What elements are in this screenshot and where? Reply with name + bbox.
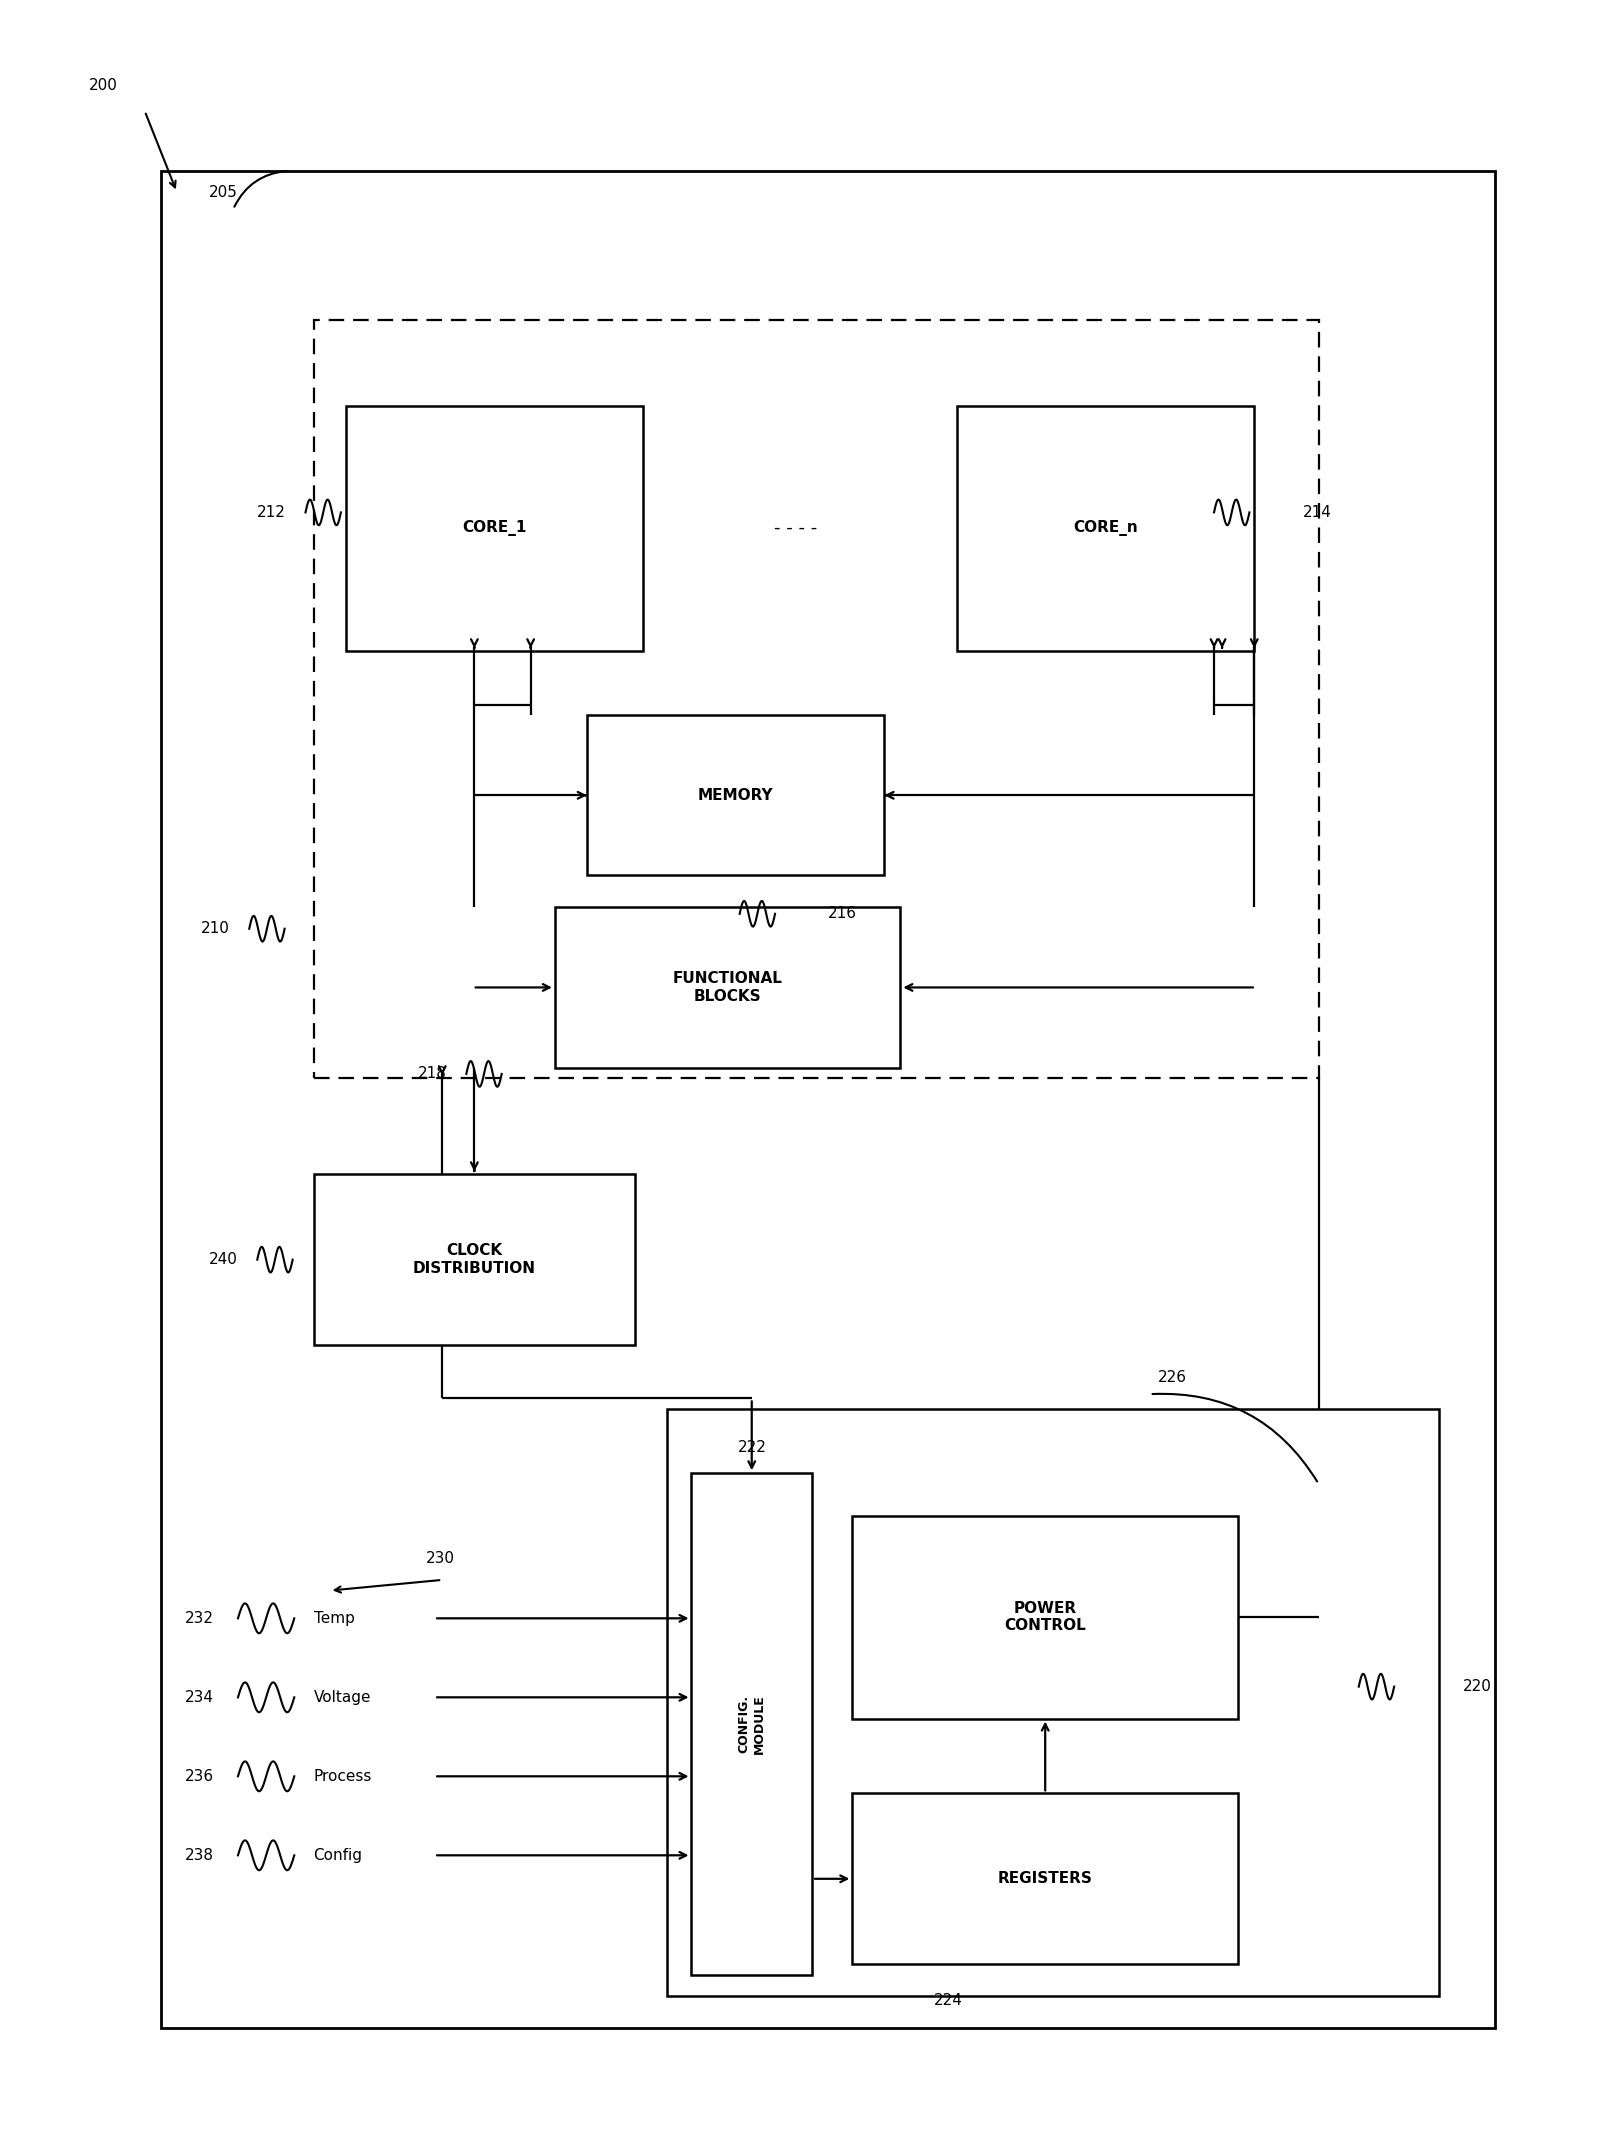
Text: Config: Config <box>313 1847 362 1864</box>
Text: - - - -: - - - - <box>775 519 816 538</box>
Bar <box>570 929 916 1089</box>
Bar <box>852 1516 1237 1719</box>
Text: 222: 222 <box>738 1439 767 1456</box>
Text: 220: 220 <box>1462 1678 1491 1695</box>
Text: 224: 224 <box>934 1992 963 2009</box>
Bar <box>313 1174 635 1345</box>
Text: REGISTERS: REGISTERS <box>996 1870 1093 1887</box>
Text: POWER
CONTROL: POWER CONTROL <box>1004 1601 1085 1633</box>
Text: 210: 210 <box>201 920 230 937</box>
Bar <box>554 907 900 1068</box>
Text: 226: 226 <box>1157 1369 1186 1386</box>
Bar <box>161 171 1495 2028</box>
Text: FUNCTIONAL
BLOCKS: FUNCTIONAL BLOCKS <box>672 971 783 1003</box>
Bar <box>587 715 884 875</box>
Text: CORE_1: CORE_1 <box>461 521 527 536</box>
Text: Temp: Temp <box>313 1610 354 1627</box>
Text: 214: 214 <box>1302 504 1331 521</box>
Text: CORE_n: CORE_n <box>1072 521 1138 536</box>
Text: 205: 205 <box>209 184 238 201</box>
Text: Process: Process <box>313 1768 371 1785</box>
Text: 236: 236 <box>185 1768 214 1785</box>
Text: 218: 218 <box>418 1065 447 1082</box>
Text: 232: 232 <box>185 1610 214 1627</box>
Text: CLOCK
DISTRIBUTION: CLOCK DISTRIBUTION <box>413 1243 535 1277</box>
Bar <box>313 320 1318 1078</box>
Text: 240: 240 <box>209 1251 238 1268</box>
Text: 212: 212 <box>257 504 286 521</box>
Bar <box>956 406 1253 651</box>
Text: 230: 230 <box>426 1550 455 1567</box>
Bar <box>852 1793 1237 1964</box>
Bar <box>346 406 643 651</box>
Text: MEMORY: MEMORY <box>697 788 773 803</box>
Text: 234: 234 <box>185 1689 214 1706</box>
Text: Voltage: Voltage <box>313 1689 371 1706</box>
Text: 200: 200 <box>88 77 117 94</box>
Bar <box>667 1409 1438 1996</box>
Text: 216: 216 <box>828 905 857 922</box>
Text: CONFIG.
MODULE: CONFIG. MODULE <box>738 1695 765 1753</box>
Text: 238: 238 <box>185 1847 214 1864</box>
Bar <box>691 1473 812 1975</box>
